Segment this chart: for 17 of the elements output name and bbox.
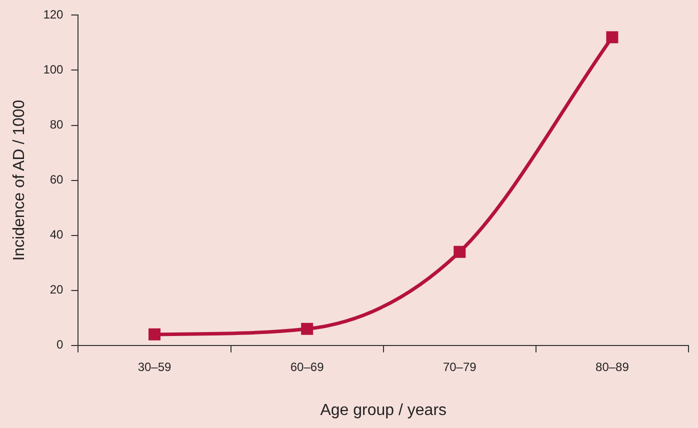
point — [606, 31, 618, 44]
y-tick-label: 20 — [50, 282, 64, 297]
x-tick-label: 80–89 — [596, 360, 630, 374]
y-tick-label: 120 — [43, 8, 64, 22]
x-axis-title: Age group / years — [320, 402, 447, 419]
x-tick-label: 60–69 — [290, 360, 324, 374]
y-tick-label: 0 — [56, 338, 64, 352]
point — [454, 246, 466, 258]
x-tick-label: 70–79 — [442, 360, 477, 374]
point — [301, 322, 314, 335]
x-tick-label: 30–59 — [138, 360, 172, 374]
y-tick-label: 60 — [50, 172, 64, 187]
y-tick-label: 100 — [43, 62, 64, 77]
point — [148, 328, 160, 340]
y-axis-title: Incidence of AD / 1000 — [11, 100, 28, 261]
y-tick-label: 40 — [50, 228, 64, 242]
y-tick-label: 80 — [50, 118, 64, 132]
